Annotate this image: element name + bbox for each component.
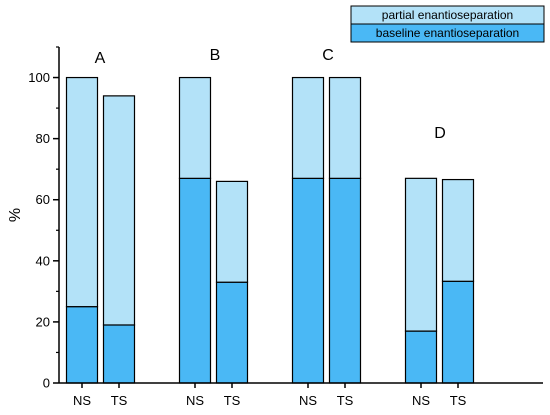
bar-partial-3 [178, 76, 212, 179]
y-tick-label-0: 0 [43, 376, 50, 391]
bar-baseline-1 [65, 306, 99, 384]
x-tick-label-5: NS [299, 393, 317, 408]
x-tick-label-1: NS [73, 393, 91, 408]
group-label-c: C [322, 47, 334, 64]
y-tick-label-60: 60 [36, 192, 50, 207]
x-tick-label-7: NS [412, 393, 430, 408]
legend: partial enantioseparation baseline enanti… [350, 5, 545, 43]
legend-label-baseline: baseline enantioseparation [376, 26, 519, 40]
bar-baseline-7 [404, 330, 438, 384]
y-tick-label-20: 20 [36, 314, 50, 329]
bar-baseline-8 [441, 280, 475, 384]
group-label-d: D [434, 125, 446, 142]
bar-partial-1 [65, 76, 99, 308]
axes-layer [53, 46, 543, 388]
x-tick-label-6: TS [337, 393, 354, 408]
group-label-a: A [95, 50, 106, 67]
bar-baseline-6 [328, 177, 362, 384]
group-label-b: B [210, 47, 221, 64]
bar-partial-6 [328, 76, 362, 179]
labels-layer: 0 20 40 60 80 100 NS TS NS TS NS TS NS TS% A B C D [7, 47, 467, 408]
bar-partial-4 [215, 180, 249, 283]
bar-baseline-4 [215, 281, 249, 384]
x-tick-label-4: TS [224, 393, 241, 408]
y-tick-label-80: 80 [36, 131, 50, 146]
x-tick-label-2: TS [111, 393, 128, 408]
bar-partial-2 [102, 95, 136, 326]
bar-baseline-3 [178, 177, 212, 384]
legend-swatch-baseline [350, 23, 545, 43]
legend-label-partial: partial enantioseparation [382, 8, 513, 22]
bar-partial-8 [441, 178, 475, 282]
y-axis-title: % [7, 208, 24, 222]
bar-baseline-5 [291, 177, 325, 384]
y-tick-label-100: 100 [28, 70, 50, 85]
x-tick-label-8: TS [450, 393, 467, 408]
y-tick-label-40: 40 [36, 253, 50, 268]
bars-layer [65, 76, 475, 384]
bar-partial-7 [404, 177, 438, 332]
bar-baseline-2 [102, 324, 136, 384]
x-tick-label-3: NS [186, 393, 204, 408]
bar-partial-5 [291, 76, 325, 179]
